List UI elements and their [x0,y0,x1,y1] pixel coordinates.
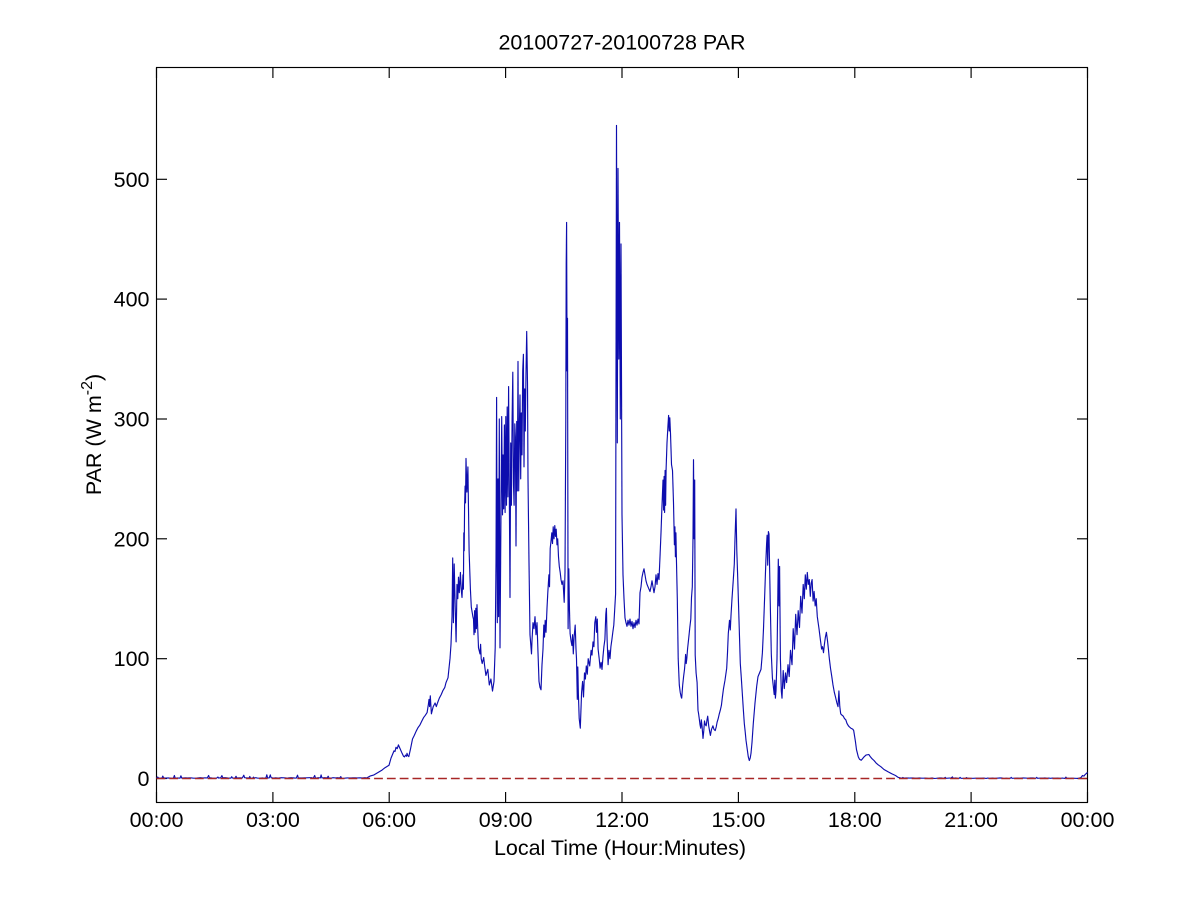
svg-text:15:00: 15:00 [711,808,765,832]
svg-text:400: 400 [114,288,150,312]
svg-text:Local Time (Hour:Minutes): Local Time (Hour:Minutes) [494,836,746,860]
svg-text:PAR (W m-2): PAR (W m-2) [79,374,106,495]
svg-text:18:00: 18:00 [828,808,882,832]
svg-text:0: 0 [138,767,150,791]
svg-text:100: 100 [114,647,150,671]
svg-text:12:00: 12:00 [595,808,649,832]
svg-text:00:00: 00:00 [1061,808,1115,832]
svg-text:03:00: 03:00 [246,808,300,832]
svg-text:06:00: 06:00 [362,808,416,832]
svg-text:20100727-20100728 PAR: 20100727-20100728 PAR [498,31,745,55]
svg-text:200: 200 [114,527,150,551]
svg-text:300: 300 [114,408,150,432]
svg-text:21:00: 21:00 [944,808,998,832]
svg-text:00:00: 00:00 [130,808,184,832]
svg-text:09:00: 09:00 [479,808,533,832]
svg-text:500: 500 [114,168,150,192]
